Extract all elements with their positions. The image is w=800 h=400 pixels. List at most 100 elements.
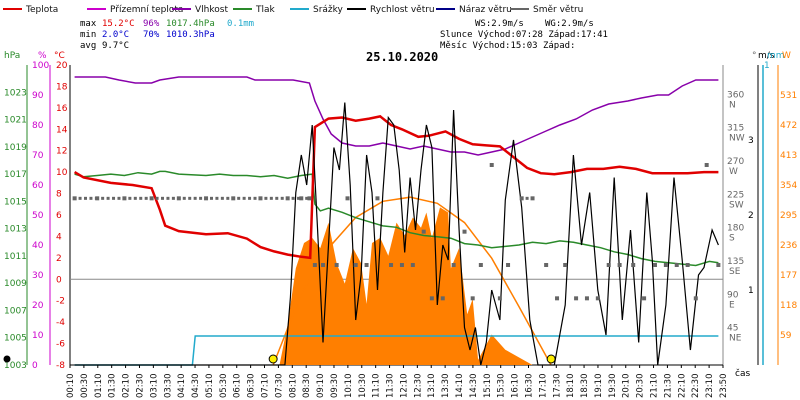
stats-max-label: max — [80, 19, 97, 29]
wind-dir-point — [685, 263, 690, 267]
wind-dir-point — [231, 196, 236, 201]
solar-tick-label: 413 — [780, 151, 797, 161]
x-tick-label: 14:30 — [469, 374, 479, 399]
stats-max-hum: 96% — [143, 19, 160, 29]
x-tick-label: 18:30 — [580, 374, 590, 399]
pressure-tick-label: 1019 — [4, 143, 27, 153]
stats-avg-label: avg — [80, 41, 96, 51]
wind-dir-point — [530, 196, 535, 201]
wind-dir-point — [128, 196, 132, 200]
wind-dir-point — [122, 196, 127, 201]
unit-hpa: hPa — [4, 51, 20, 61]
wind-dir-point — [497, 296, 502, 301]
wind-dir-point — [248, 196, 252, 200]
temperature-tick-label: 12 — [56, 147, 67, 157]
wind-dir-point — [451, 263, 456, 267]
wind-dir-point — [112, 196, 116, 200]
wind-dir-point — [305, 196, 309, 200]
x-tick-label: 14:10 — [455, 374, 465, 399]
x-tick-label: 19:30 — [608, 374, 618, 399]
temperature-tick-label: -4 — [56, 318, 65, 328]
unit-ms: m/s — [758, 51, 775, 61]
wind-dir-point — [199, 196, 203, 200]
x-tick-label: 16:30 — [524, 374, 534, 399]
wind-dir-point — [215, 196, 219, 200]
wind-dir-point — [440, 296, 445, 301]
temperature-tick-label: 16 — [56, 104, 68, 114]
wind-dir-point — [704, 163, 709, 167]
temperature-tick-label: 6 — [56, 211, 62, 221]
legend-humidity: Vlhkost — [195, 5, 228, 15]
stats-min-temp: 2.0°C — [102, 30, 129, 40]
unit-time: čas — [735, 368, 750, 379]
temperature-tick-label: 20 — [56, 61, 68, 71]
humidity-tick-label: 70 — [32, 151, 44, 161]
wind-dir-point — [364, 263, 369, 267]
stats-min-press: 1010.3hPa — [166, 30, 215, 40]
wind-dir-point — [375, 196, 380, 201]
wind-dir-point — [663, 263, 668, 267]
chart-date: 25.10.2020 — [366, 50, 438, 64]
wind-dir-point — [95, 196, 100, 201]
wind-dir-point — [489, 163, 494, 167]
x-tick-label: 07:10 — [261, 374, 271, 399]
temperature-tick-label: -8 — [56, 361, 65, 371]
pressure-tick-label: 1003 — [4, 361, 27, 371]
pressure-tick-label: 1017 — [4, 170, 27, 180]
temperature-tick-label: 0 — [56, 275, 62, 285]
pressure-tick-label: 1011 — [4, 252, 27, 262]
sun-marker — [546, 354, 556, 364]
pressure-line — [74, 170, 719, 267]
x-tick-label: 12:30 — [413, 374, 423, 399]
wind-dir-point — [280, 196, 284, 200]
wind-dir-point — [133, 196, 137, 200]
pressure-tick-label: 1009 — [4, 279, 27, 289]
wind-dir-point — [617, 263, 622, 267]
solar-tick-label: 59 — [780, 331, 792, 341]
wind-dir-tick-label: 225 — [727, 190, 744, 200]
wind-speed-tick-label: 3 — [748, 136, 754, 146]
wind-dir-tick-letter: E — [729, 300, 735, 310]
x-tick-label: 02:30 — [135, 374, 145, 399]
temperature-tick-label: 18 — [56, 82, 68, 92]
humidity-tick-label: 60 — [32, 181, 44, 191]
wind-dir-point — [389, 263, 394, 267]
x-tick-label: 23:50 — [719, 374, 729, 399]
moon-info: Měsíc Východ:15:03 Západ: — [440, 41, 575, 51]
x-tick-label: 13:30 — [441, 374, 451, 399]
stats-max-temp: 15.2°C — [102, 19, 135, 29]
stats-min-label: min — [80, 30, 96, 40]
wind-dir-tick-label: 180 — [727, 224, 744, 234]
x-tick-label: 15:30 — [497, 373, 507, 398]
x-tick-label: 15:10 — [483, 374, 493, 398]
wind-dir-tick-label: 90 — [727, 290, 739, 300]
wind-dir-point — [237, 196, 241, 200]
wind-dir-point — [117, 196, 121, 200]
x-tick-label: 22:30 — [691, 374, 701, 399]
wind-dir-tick-label: 135 — [727, 257, 744, 267]
wind-dir-tick-letter: NE — [729, 334, 742, 344]
solar-tick-label: 531 — [780, 91, 797, 101]
wind-dir-point — [220, 196, 224, 200]
wind-speed-tick-label: 2 — [748, 211, 754, 221]
wind-dir-point — [155, 196, 159, 200]
pressure-tick-label: 1021 — [4, 116, 27, 126]
x-tick-label: 05:30 — [219, 374, 229, 399]
midnight-marker — [3, 355, 11, 363]
wind-dir-point — [176, 196, 181, 201]
humidity-tick-label: 80 — [32, 121, 44, 131]
unit-wm2: W — [782, 51, 791, 61]
unit-deg: ° — [752, 51, 757, 61]
x-tick-label: 08:30 — [302, 374, 312, 399]
line-series — [73, 76, 719, 366]
legend-wind-gust: Náraz větru — [459, 5, 512, 15]
x-tick-label: 01:10 — [94, 374, 104, 399]
solar-series — [272, 196, 552, 366]
x-tick-label: 11:10 — [372, 374, 382, 399]
temperature-tick-label: 4 — [56, 232, 62, 242]
wind-dir-point — [166, 196, 170, 200]
x-tick-label: 16:10 — [511, 374, 521, 399]
wind-dir-point — [421, 229, 426, 234]
wind-dir-tick-label: 315 — [727, 124, 744, 134]
